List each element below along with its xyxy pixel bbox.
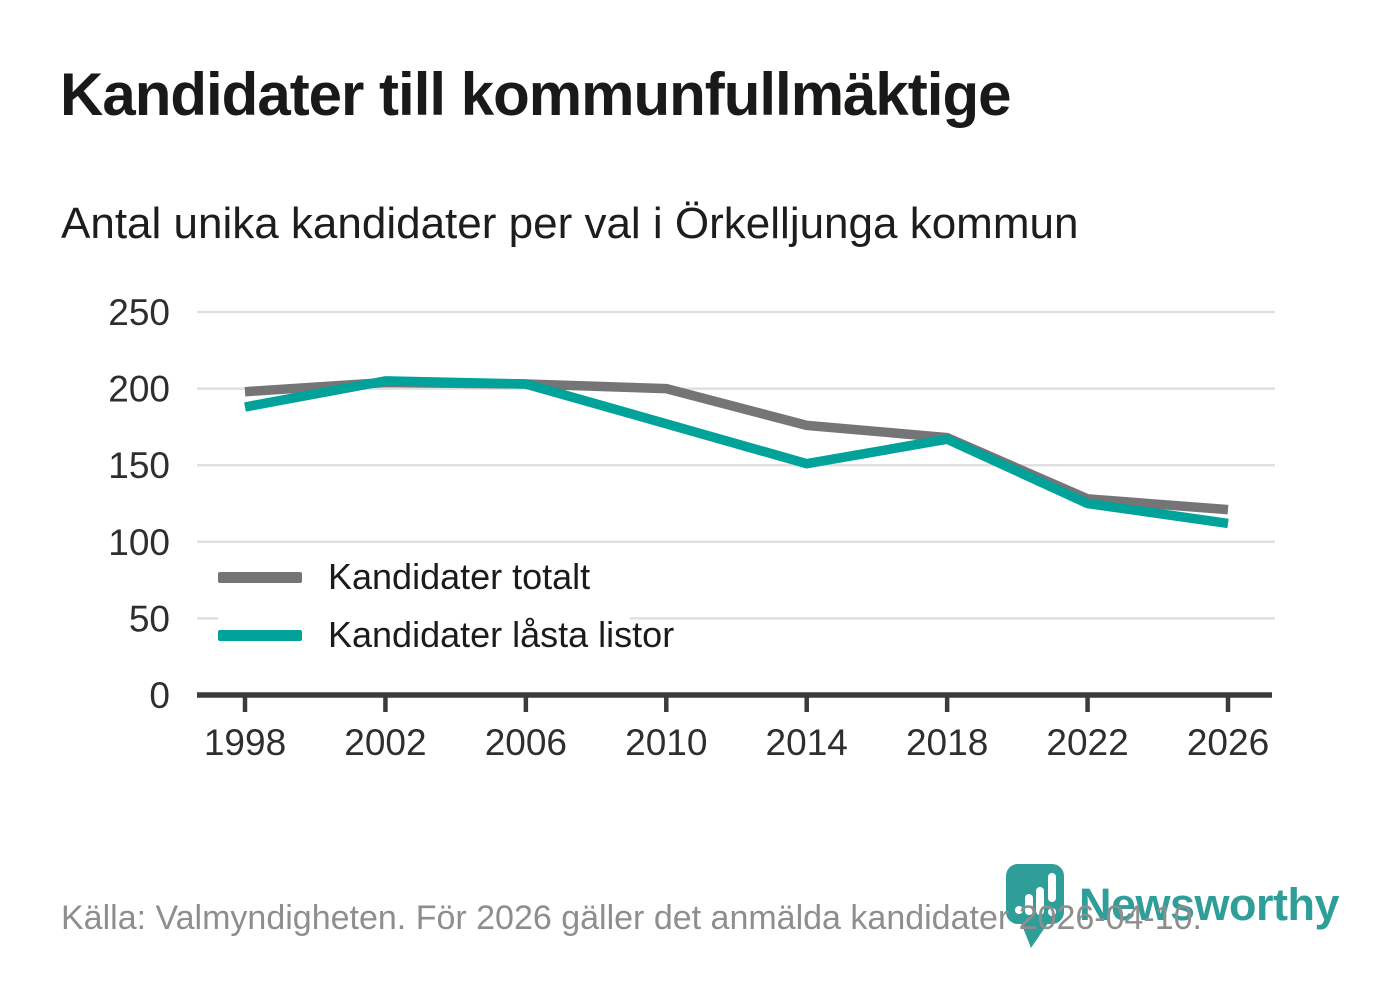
x-axis-label-2018: 2018	[906, 722, 988, 763]
legend-swatch-teal	[218, 629, 302, 641]
x-axis-label-2014: 2014	[766, 722, 848, 763]
line-chart: 0 50 100 150 200 250 1998 2002 2006 2010 2014 2018 2…	[0, 280, 1382, 800]
x-axis-label-2022: 2022	[1046, 722, 1128, 763]
y-axis-label-150: 150	[108, 445, 170, 486]
chart-subtitle: Antal unika kandidater per val i Örkellj…	[61, 199, 1079, 248]
y-axis-label-200: 200	[108, 369, 170, 410]
x-axis-label-2026: 2026	[1187, 722, 1269, 763]
page-title: Kandidater till kommunfullmäktige	[60, 61, 1011, 128]
newsworthy-logo: Newsworthy	[1004, 862, 1340, 954]
x-axis-label-2006: 2006	[485, 722, 567, 763]
legend-label: Kandidater totalt	[328, 556, 591, 597]
legend-item-totalt: Kandidater totalt	[218, 551, 630, 603]
series-line-1	[244, 376, 1229, 529]
x-axis-label-2002: 2002	[344, 722, 426, 763]
x-axis-label-1998: 1998	[204, 722, 286, 763]
legend-item-lasta-listor: Kandidater låsta listor	[218, 609, 674, 661]
y-axis-label-50: 50	[129, 598, 170, 639]
newsworthy-wordmark: Newsworthy	[1079, 879, 1340, 930]
y-axis-label-250: 250	[108, 292, 170, 333]
line-chart-canvas: 0 50 100 150 200 250 1998 2002 2006 2010 2014 2018 2…	[108, 292, 1275, 763]
source-note: Källa: Valmyndigheten. För 2026 gäller d…	[61, 899, 1202, 937]
newsworthy-pin-icon	[1006, 864, 1064, 948]
chart-legend: Kandidater totalt Kandidater låsta listo…	[218, 551, 674, 667]
legend-swatch-gray	[218, 571, 302, 583]
y-axis-label-100: 100	[108, 522, 170, 563]
legend-label: Kandidater låsta listor	[328, 614, 675, 655]
x-axis-label-2010: 2010	[625, 722, 707, 763]
y-axis-label-0: 0	[149, 675, 170, 716]
